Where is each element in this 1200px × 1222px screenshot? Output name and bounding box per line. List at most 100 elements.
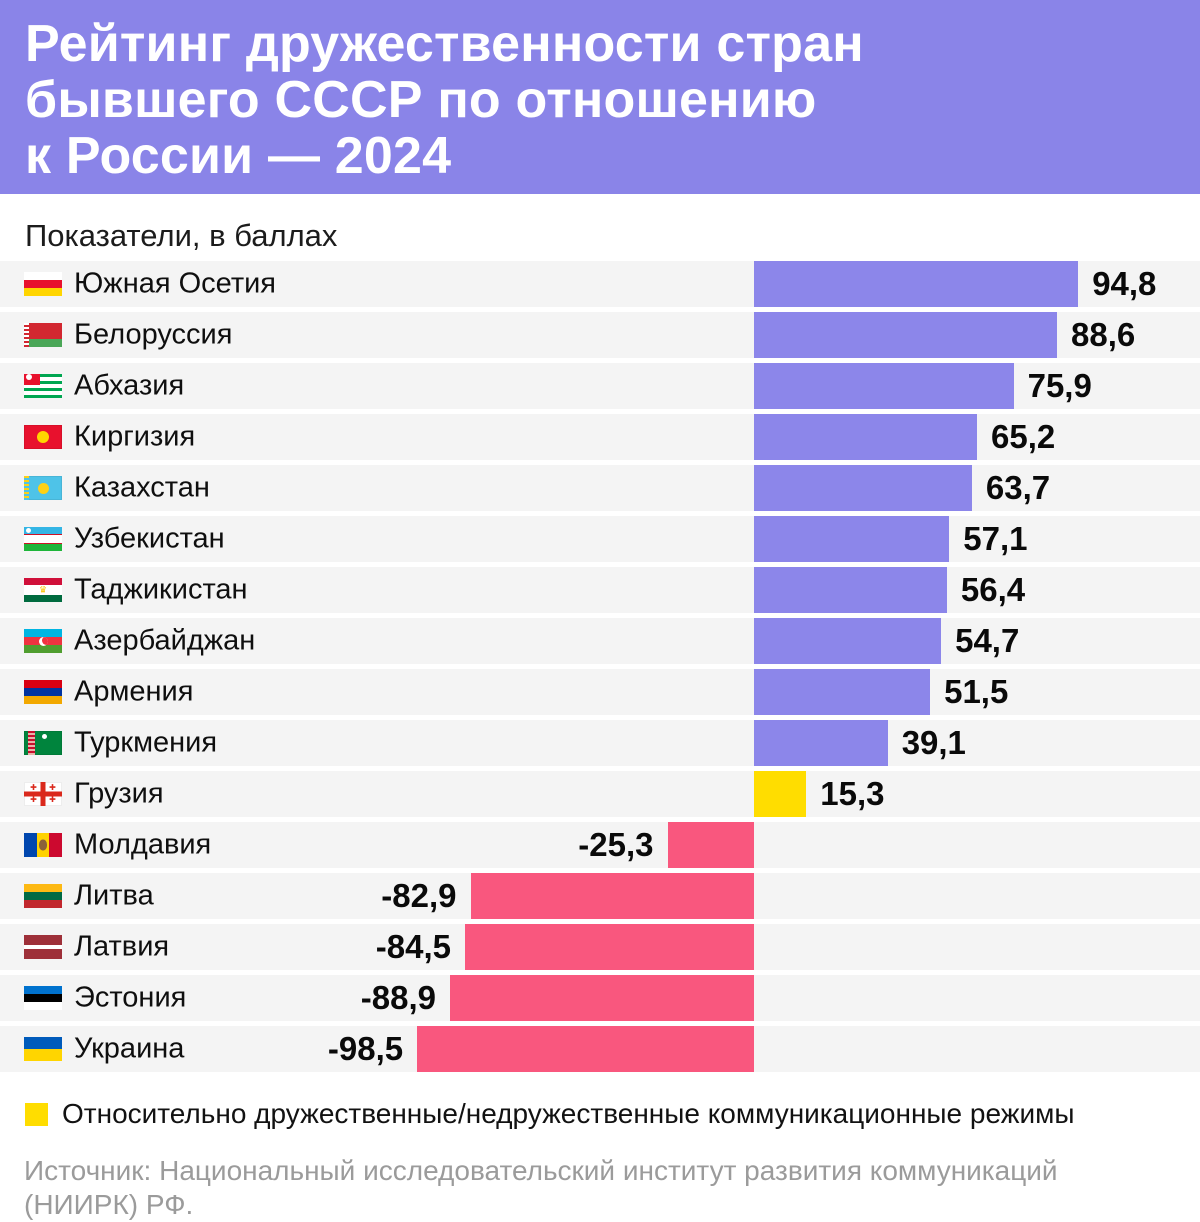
flag-stripe bbox=[24, 584, 62, 596]
flag-mini-cross: ✚ bbox=[49, 783, 56, 793]
flag-stripe bbox=[24, 1002, 62, 1010]
bar-kyrgyzstan bbox=[754, 414, 977, 460]
flag-stripe bbox=[24, 543, 62, 551]
chart-row-kazakhstan: Казахстан 63,7 bbox=[0, 465, 1200, 511]
country-label: Армения bbox=[74, 675, 194, 708]
flag-stripe bbox=[24, 535, 62, 543]
chart-row-tajikistan: ♛ Таджикистан 56,4 bbox=[0, 567, 1200, 613]
flag-mini-cross: ✚ bbox=[30, 783, 37, 793]
flag-stripe bbox=[24, 595, 62, 602]
flag-stripe bbox=[24, 534, 62, 536]
flag-stripe bbox=[24, 1037, 62, 1049]
value-label: 75,9 bbox=[1027, 367, 1092, 404]
flag-stripe bbox=[24, 384, 62, 388]
flag-stripe bbox=[24, 892, 62, 900]
flag-stripe bbox=[24, 387, 62, 392]
value-label: 56,4 bbox=[960, 571, 1026, 608]
country-label: Абхазия bbox=[74, 369, 185, 402]
flag-emblem-dot bbox=[26, 374, 33, 381]
country-label: Молдавия bbox=[74, 828, 212, 861]
value-label: 57,1 bbox=[963, 520, 1028, 557]
value-label: 88,6 bbox=[1071, 316, 1136, 353]
value-label: 15,3 bbox=[820, 775, 885, 812]
chart-row-moldova: Молдавия -25,3 bbox=[0, 822, 1200, 868]
chart-row-uzbekistan: Узбекистан 57,1 bbox=[0, 516, 1200, 562]
flag-stripe bbox=[24, 542, 62, 544]
legend-label: Относительно дружественные/недружественн… bbox=[62, 1098, 1075, 1129]
header: Рейтинг дружественности стран бывшего СС… bbox=[0, 0, 1200, 194]
flag-cross bbox=[24, 791, 62, 797]
flag-stripe bbox=[24, 280, 62, 288]
flag-icon-moldova bbox=[24, 833, 62, 857]
value-label: 54,7 bbox=[955, 622, 1020, 659]
bar-abkhazia bbox=[754, 363, 1014, 409]
legend: Относительно дружественные/недружественн… bbox=[25, 1098, 1200, 1129]
bar-azerbaijan bbox=[754, 618, 942, 664]
value-label: -25,3 bbox=[578, 826, 654, 863]
flag-icon-belarus bbox=[24, 323, 62, 347]
flag-icon-tajikistan: ♛ bbox=[24, 578, 62, 602]
flag-icon-georgia: ✚ ✚ ✚ ✚ bbox=[24, 782, 62, 806]
chart-row-latvia: Латвия -84,5 bbox=[0, 924, 1200, 970]
flag-icon-abkhazia bbox=[24, 374, 62, 398]
value-label: 65,2 bbox=[991, 418, 1056, 455]
chart-row-azerbaijan: Азербайджан 54,7 bbox=[0, 618, 1200, 664]
flag-icon-uzbekistan bbox=[24, 527, 62, 551]
chart-row-georgia: ✚ ✚ ✚ ✚ Грузия 15,3 bbox=[0, 771, 1200, 817]
flag-stripe bbox=[24, 527, 62, 535]
flag-icon-azerbaijan bbox=[24, 629, 62, 653]
chart-row-estonia: Эстония -88,9 bbox=[0, 975, 1200, 1021]
flag-icon-kyrgyzstan bbox=[24, 425, 62, 449]
bar-kazakhstan bbox=[754, 465, 972, 511]
flag-sun bbox=[37, 482, 49, 494]
country-label: Литва bbox=[74, 879, 154, 912]
flag-stripe bbox=[24, 900, 62, 908]
flag-ornament bbox=[24, 476, 29, 500]
flag-icon-armenia bbox=[24, 680, 62, 704]
bar-estonia bbox=[450, 975, 754, 1021]
flag-stripe bbox=[24, 629, 62, 637]
value-label: 51,5 bbox=[944, 673, 1009, 710]
chart-row-south-ossetia: Южная Осетия 94,8 bbox=[0, 261, 1200, 307]
chart-row-abkhazia: Абхазия 75,9 bbox=[0, 363, 1200, 409]
flag-stripe bbox=[24, 833, 37, 857]
flag-icon-latvia bbox=[24, 935, 62, 959]
country-label: Киргизия bbox=[74, 420, 196, 453]
value-label: -88,9 bbox=[360, 979, 436, 1016]
country-label: Казахстан bbox=[74, 471, 210, 504]
country-label: Узбекистан bbox=[74, 522, 225, 555]
flag-stripe bbox=[24, 578, 62, 585]
flag-mini-cross: ✚ bbox=[49, 794, 56, 804]
chart-title: Рейтинг дружественности стран бывшего СС… bbox=[25, 15, 864, 185]
bar-armenia bbox=[754, 669, 931, 715]
bar-chart: Южная Осетия 94,8 Белоруссия 88,6 Абхазия 75,… bbox=[0, 261, 1200, 1072]
country-label: Южная Осетия bbox=[74, 267, 277, 300]
flag-stripe bbox=[24, 377, 62, 381]
bar-turkmenistan bbox=[754, 720, 888, 766]
bar-south-ossetia bbox=[754, 261, 1079, 307]
country-label: Украина bbox=[74, 1032, 185, 1065]
country-label: Таджикистан bbox=[74, 573, 248, 606]
flag-stripe bbox=[24, 339, 62, 347]
flag-stripe bbox=[24, 645, 62, 653]
source-note: Источник: Национальный исследовательский… bbox=[24, 1155, 1058, 1220]
flag-coat-of-arms bbox=[39, 839, 47, 851]
flag-stripe bbox=[24, 994, 62, 1002]
chart-row-kyrgyzstan: Киргизия 65,2 bbox=[0, 414, 1200, 460]
flag-icon-turkmenistan bbox=[24, 731, 62, 755]
flag-stripe bbox=[24, 391, 62, 395]
chart-row-turkmenistan: Туркмения 39,1 bbox=[0, 720, 1200, 766]
subtitle: Показатели, в баллах bbox=[25, 218, 338, 253]
chart-row-armenia: Армения 51,5 bbox=[0, 669, 1200, 715]
flag-stripe bbox=[24, 680, 62, 688]
flag-stripe bbox=[24, 374, 62, 378]
flag-stripe bbox=[24, 944, 62, 950]
flag-crescent-cut bbox=[41, 636, 48, 645]
bar-tajikistan bbox=[754, 567, 947, 613]
flag-stripe bbox=[24, 949, 62, 959]
flag-crescent bbox=[38, 636, 48, 646]
flag-stripe bbox=[24, 935, 62, 945]
flag-stripe bbox=[24, 884, 62, 892]
flag-stripe bbox=[24, 394, 62, 398]
